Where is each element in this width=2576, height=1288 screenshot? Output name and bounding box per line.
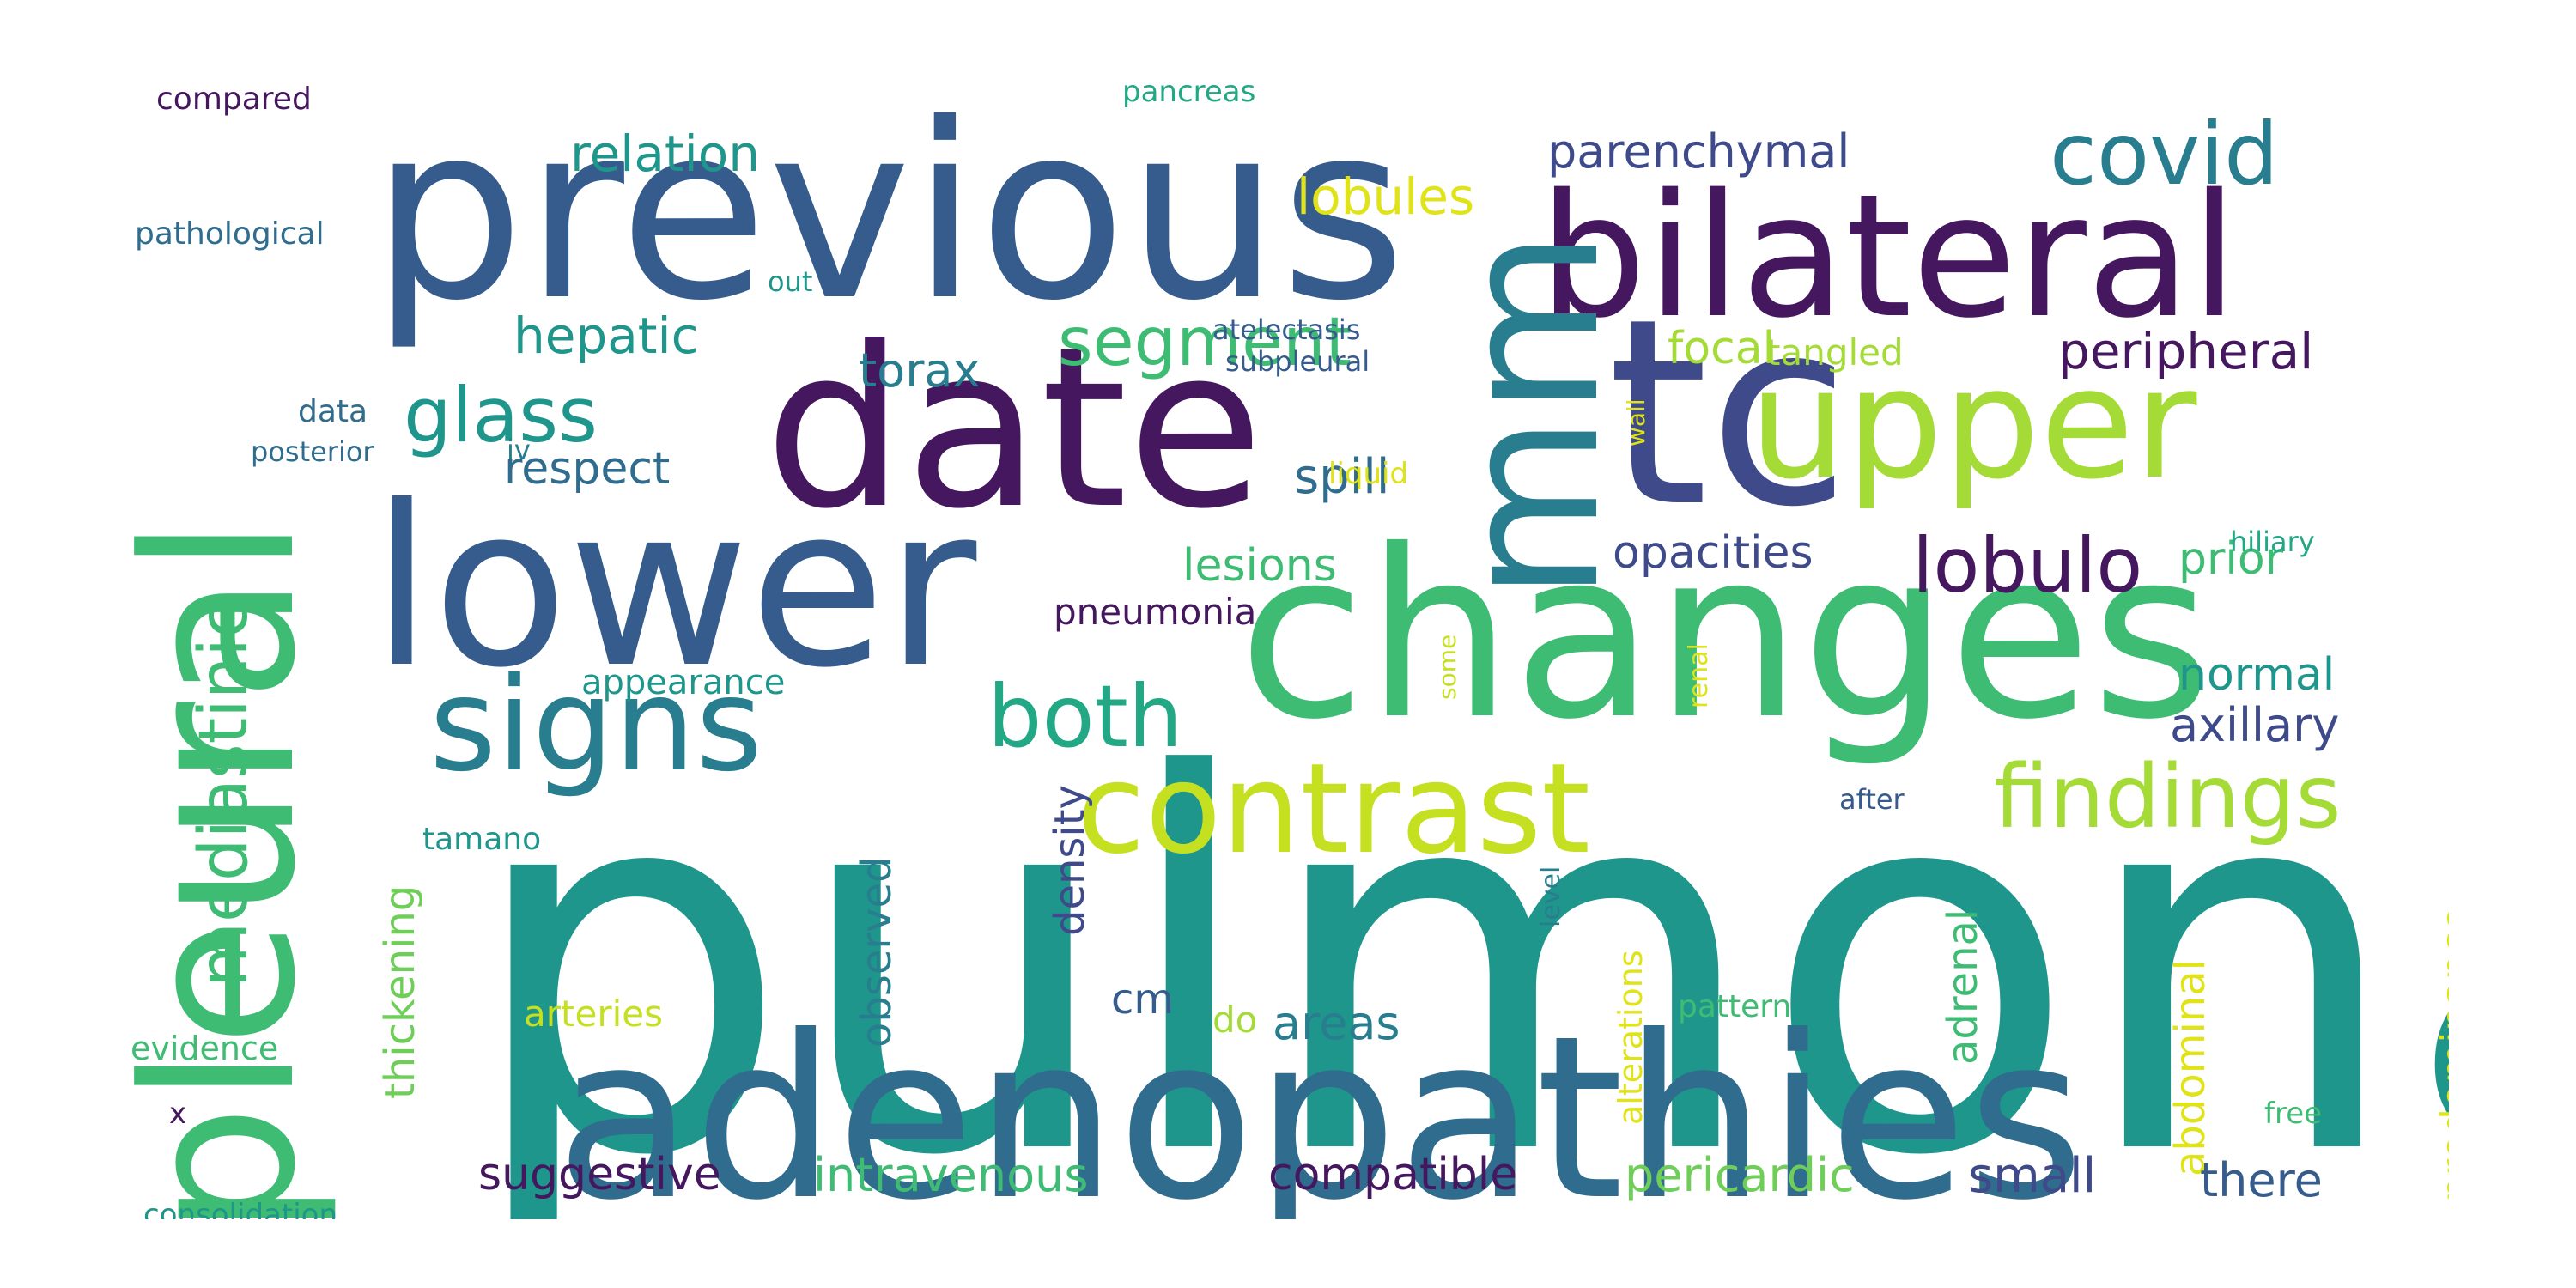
word-areas: areas [1273,996,1400,1050]
word-mm: mm [1420,229,1642,601]
word-compatible: compatible [1268,1149,1518,1200]
word-liquid: liquid [1328,457,1409,491]
word-posterior: posterior [251,435,374,468]
word-x: x [169,1097,187,1131]
word-after: after [1839,783,1905,816]
word-out: out [768,265,813,298]
word-both: both [987,666,1183,767]
word-upper: upper [1749,335,2197,513]
word-changes: changes [1238,500,2213,770]
word-adenopathies: adenopathies [556,987,2085,1220]
word-segment: segment [1058,304,1352,381]
word-cm: cm [1111,975,1175,1024]
word-findings: findings [1994,746,2342,848]
word-lower: lower [371,459,977,716]
word-consolidation: consolidation [143,1198,337,1219]
word-pattern: pattern [1678,989,1792,1024]
word-covid: covid [2050,104,2279,204]
word-focal: focal [1668,323,1776,374]
word-iv: iv [507,434,531,466]
word-density: density [1046,785,1094,936]
word-bilateral: bilateral [1539,157,2239,355]
word-data: data [298,394,368,429]
word-wall: wall [1622,398,1650,447]
word-respect: respect [504,443,671,495]
word-opacities: opacities [1613,527,1814,579]
word-axillary: axillary [2170,698,2340,752]
word-suggestive: suggestive [478,1149,721,1200]
word-pathological: pathological [135,216,325,252]
word-relation: relation [570,125,761,183]
word-intravenous: intravenous [813,1148,1089,1202]
word-normal: normal [2178,649,2336,701]
word-signs: signs [429,651,763,800]
word-free: free [2264,1097,2323,1131]
word-renal: renal [1684,643,1714,708]
word-prior: prior [2178,533,2284,585]
word-cloud: pulmonary adenopathies previous changes … [122,69,2449,1219]
word-mediastinic: mediastinic [185,601,263,987]
word-pancreas: pancreas [1122,75,1256,109]
word-pulmonary: pulmonary [464,668,2449,1220]
word-observed: observed [853,856,901,1048]
word-peripheral: peripheral [2058,322,2314,380]
word-some: some [1433,634,1461,700]
word-atelectasis: atelectasis [1212,313,1361,346]
word-glass: glass [404,371,598,459]
word-hepatic: hepatic [513,307,699,365]
word-contrast: contrast [1077,737,1591,882]
word-there: there [2200,1153,2323,1207]
word-tc: tc [1607,264,1850,563]
word-abdominal: abdominal [2166,959,2215,1176]
word-thickening: thickening [376,884,424,1099]
word-subpleural: subpleural [1225,345,1370,378]
word-evidence: evidence [131,1030,279,1067]
word-arteries: arteries [524,993,663,1035]
word-pneumonia: pneumonia [1054,591,1257,633]
word-hiliary: hiliary [2230,526,2315,558]
word-appearance: appearance [581,663,786,702]
word-tangled: tangled [1766,331,1904,374]
word-date: date [764,300,1264,557]
word-predominance: predominance [2433,906,2449,1202]
word-compared: compared [156,82,312,117]
word-alterations: alterations [1612,950,1649,1125]
word-lobulo: lobulo [1912,521,2143,610]
word-parenchymal: parenchymal [1547,125,1850,179]
word-lobules: lobules [1297,167,1475,226]
word-torax: torax [859,343,981,398]
word-lesions: lesions [1182,540,1337,592]
word-adrenal: adrenal [1939,908,1987,1065]
word-level: level [1536,866,1566,927]
word-tamano: tamano [422,822,542,857]
word-previous: previous [371,71,1406,354]
word-spill: spill [1294,449,1390,505]
word-do: do [1212,999,1258,1041]
word-pericardic: pericardic [1625,1148,1855,1202]
word-small: small [1968,1148,2097,1204]
